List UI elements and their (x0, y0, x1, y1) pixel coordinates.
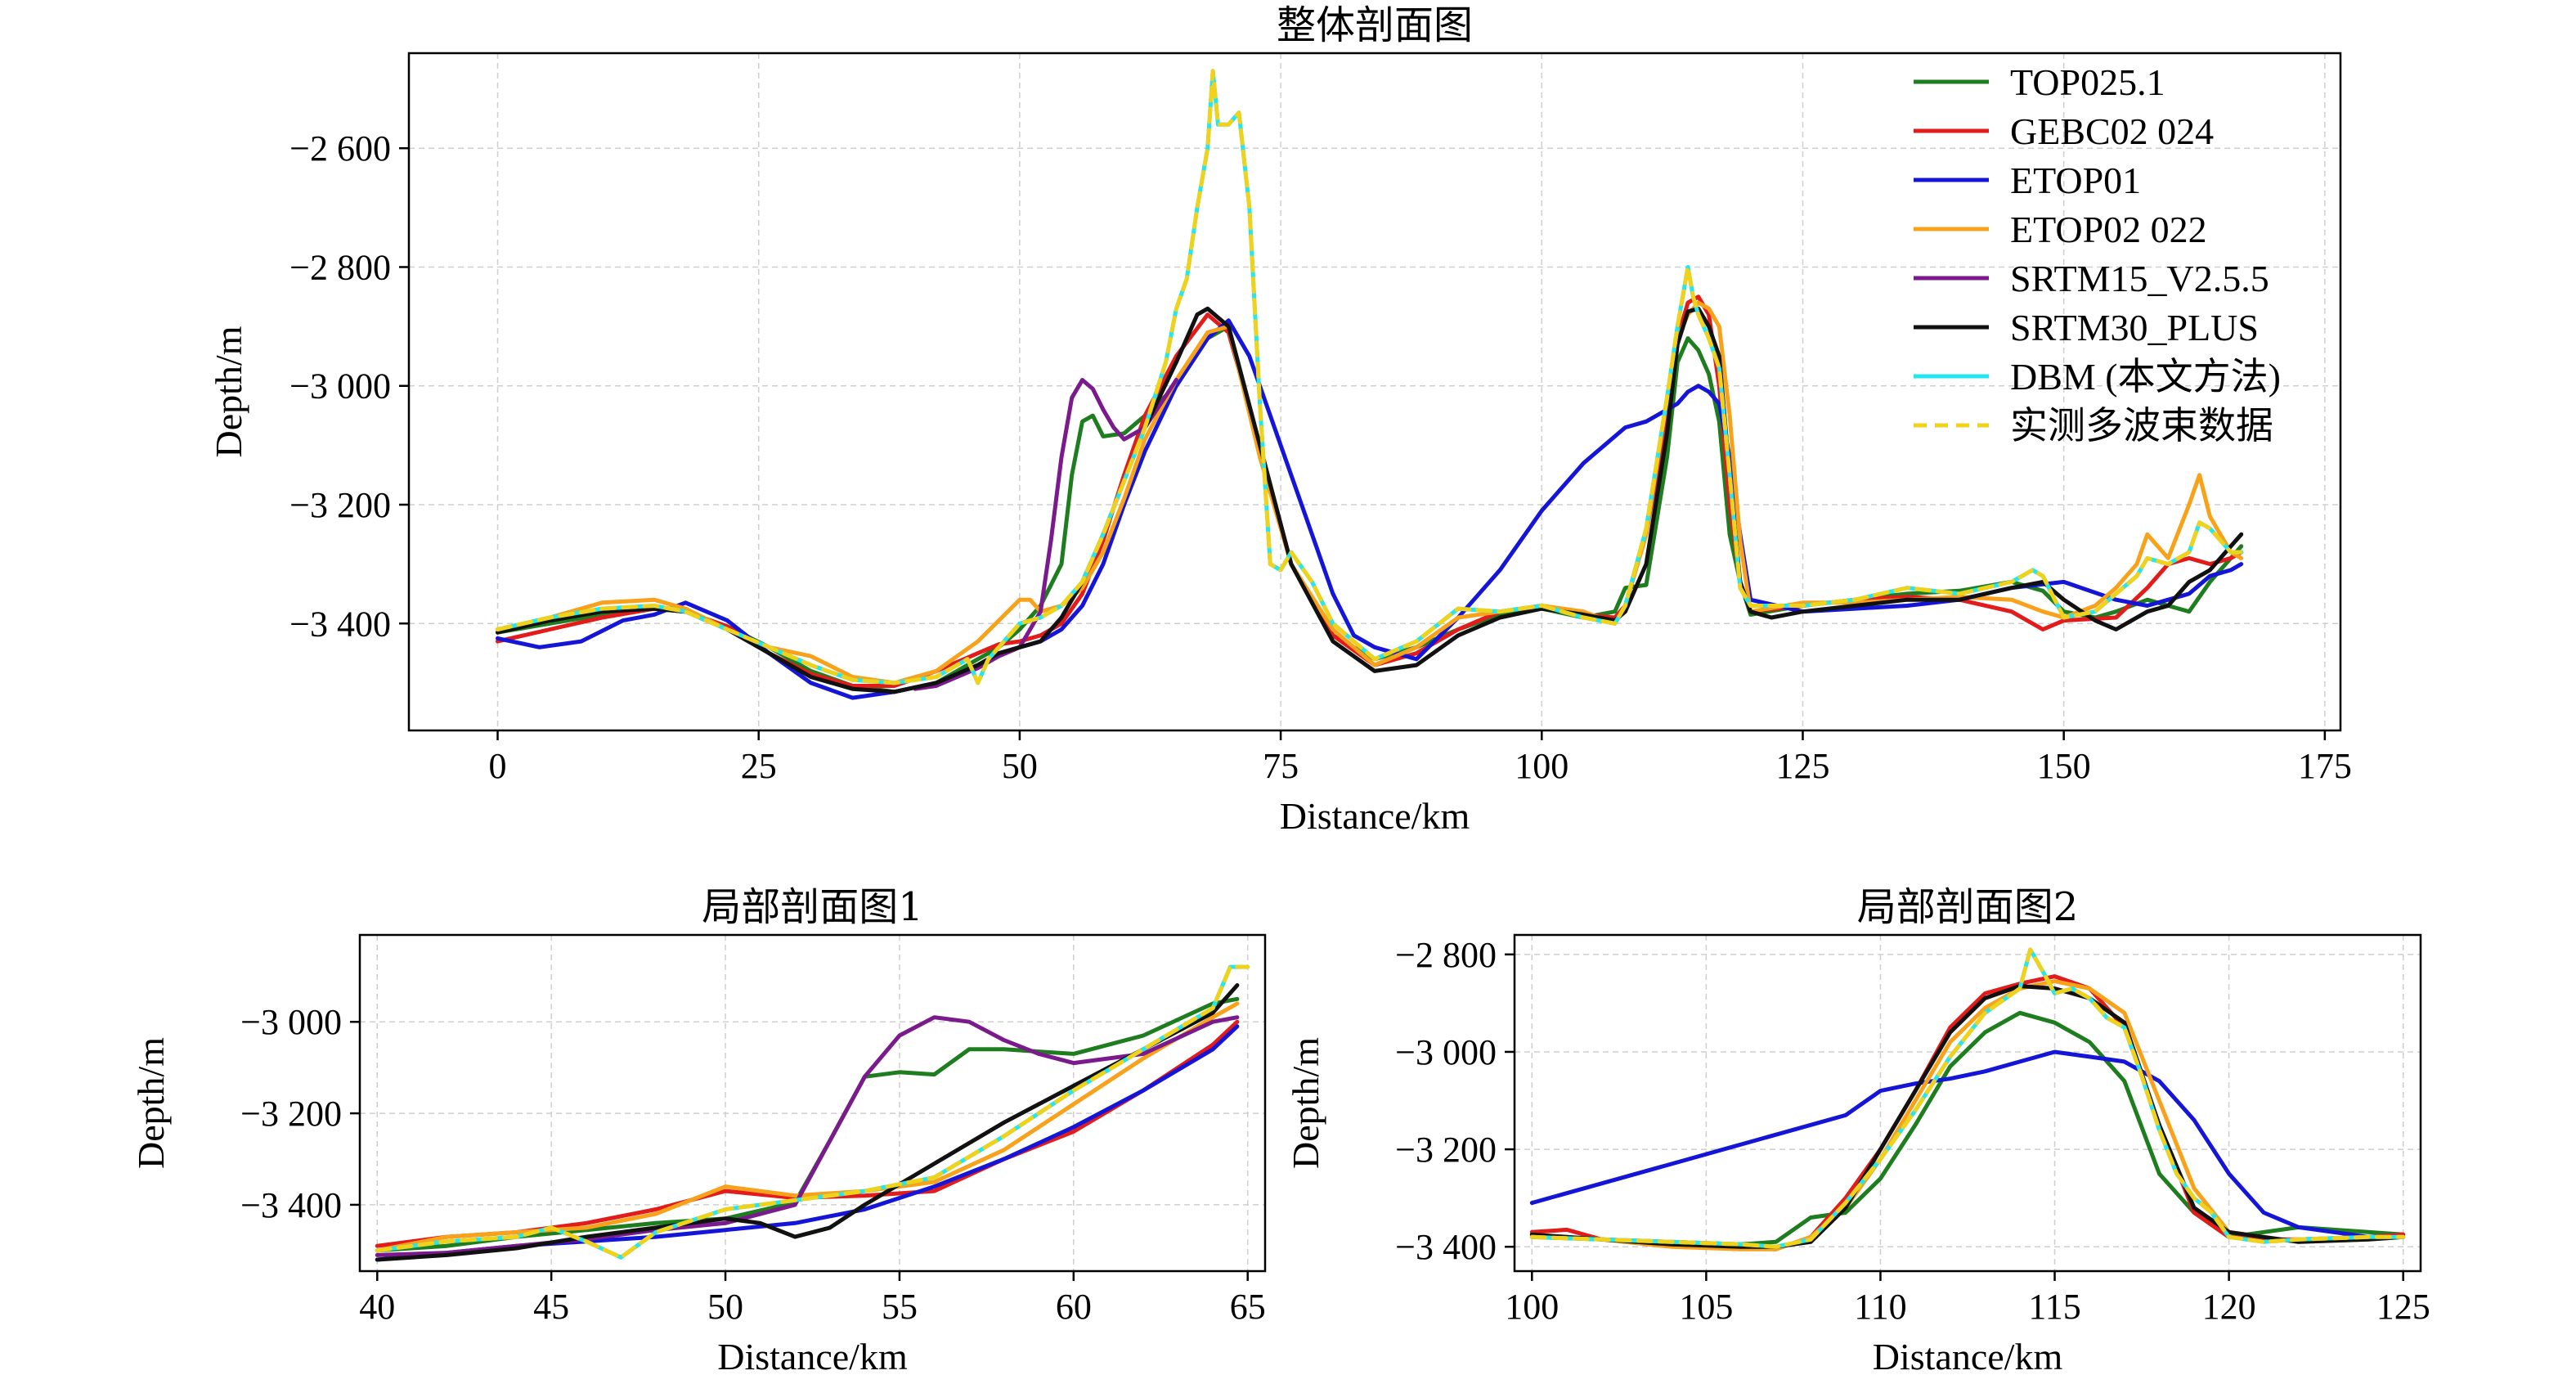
plot-frame (358, 933, 1267, 1273)
x-axis-label: Distance/km (717, 1336, 908, 1377)
series-line-1 (375, 996, 1240, 1253)
x-tick-label: 65 (1230, 1287, 1266, 1327)
legend-label-5: SRTM15_V2.5.5 (2010, 258, 2269, 299)
plot-frame (1513, 933, 2422, 1273)
series-line-4 (375, 1001, 1240, 1253)
chart-title: 整体剖面图 (1277, 2, 1473, 48)
x-tick-label: 115 (2028, 1287, 2080, 1327)
legend-label-8: 实测多波束数据 (2010, 405, 2273, 447)
x-axis-label: Distance/km (1280, 795, 1470, 837)
x-tick-label: 75 (1263, 746, 1299, 786)
series-line-2 (375, 1019, 1240, 1248)
series-line-7 (1529, 947, 2406, 1249)
y-tick-label: −2 600 (289, 128, 391, 169)
x-tick-label: 105 (1679, 1287, 1733, 1327)
series-line-6 (496, 306, 2244, 694)
y-tick-label: −3 000 (1395, 1032, 1497, 1072)
x-tick-label: 120 (2202, 1287, 2256, 1327)
x-axis-label: Distance/km (1873, 1336, 2063, 1377)
chart-panel-2: 40 45 50 55 60 65 −3 400 −3 200 −3 000 局部剖面图1 Dist… (130, 884, 1267, 1377)
x-tick-label: 150 (2037, 746, 2091, 786)
legend-label-2: GEBC02 024 (2010, 110, 2214, 152)
y-tick-label: −3 000 (240, 1002, 342, 1042)
x-tick-label: 175 (2298, 746, 2352, 786)
y-axis-label: Depth/m (208, 326, 249, 457)
legend-label-3: ETOP01 (2010, 160, 2141, 201)
y-tick-label: −3 400 (1395, 1227, 1497, 1267)
x-tick-label: 55 (882, 1287, 918, 1327)
x-tick-label: 50 (1002, 746, 1038, 786)
y-tick-label: −3 000 (289, 366, 391, 407)
series-line-1 (1529, 1010, 2406, 1247)
y-tick-label: −3 400 (289, 604, 391, 644)
legend-label-4: ETOP02 022 (2010, 209, 2207, 250)
series-line-7 (375, 964, 1250, 1260)
y-axis-label: Depth/m (1285, 1037, 1326, 1169)
chart-title: 局部剖面图2 (1857, 884, 2079, 930)
legend-label-6: SRTM30_PLUS (2010, 307, 2259, 348)
series-line-6 (1529, 947, 2406, 1249)
chart-title: 局部剖面图1 (702, 884, 923, 930)
x-tick-label: 100 (1505, 1287, 1559, 1327)
x-tick-label: 45 (533, 1287, 569, 1327)
chart-panel-3: 100 105 110 115 120 125 −3 400 −3 200 −3 000 −2 8… (1285, 884, 2430, 1377)
y-tick-label: −3 200 (1395, 1130, 1497, 1170)
y-axis-label: Depth/m (130, 1037, 172, 1169)
series-group (375, 964, 1250, 1262)
series-line-3 (375, 1024, 1240, 1262)
x-tick-label: 25 (741, 746, 777, 786)
series-line-4 (1529, 979, 2406, 1251)
series-line-8 (496, 69, 2244, 685)
y-tick-label: −2 800 (1395, 935, 1497, 975)
series-line-3 (496, 318, 2244, 700)
x-tick-label: 50 (707, 1287, 743, 1327)
x-tick-label: 125 (1775, 746, 1829, 786)
plot-frame (407, 52, 2342, 732)
series-group (1529, 947, 2406, 1251)
legend-label-1: TOP025.1 (2010, 61, 2165, 103)
series-line-3 (1529, 1049, 2406, 1239)
chart-panel-1: 0 25 50 75 100 125 150 175 −3 400 −3 200 −3 000 −2 … (208, 2, 2352, 837)
y-tick-label: −2 800 (289, 247, 391, 287)
x-tick-label: 60 (1056, 1287, 1092, 1327)
series-line-6 (375, 983, 1240, 1262)
x-tick-label: 110 (1854, 1287, 1906, 1327)
x-tick-label: 100 (1515, 746, 1568, 786)
legend-label-7: DBM (本文方法) (2010, 356, 2281, 398)
y-tick-label: −3 200 (289, 485, 391, 525)
x-tick-label: 40 (359, 1287, 395, 1327)
legend: TOP025.1 GEBC02 024 ETOP01 ETOP02 022 SRTM15… (1914, 61, 2281, 447)
x-tick-label: 125 (2376, 1287, 2430, 1327)
series-line-8 (375, 964, 1250, 1260)
x-tick-label: 0 (489, 746, 507, 786)
y-tick-label: −3 400 (240, 1185, 342, 1225)
y-tick-label: −3 200 (240, 1094, 342, 1134)
series-group (496, 69, 2244, 700)
series-line-5 (913, 378, 1178, 691)
